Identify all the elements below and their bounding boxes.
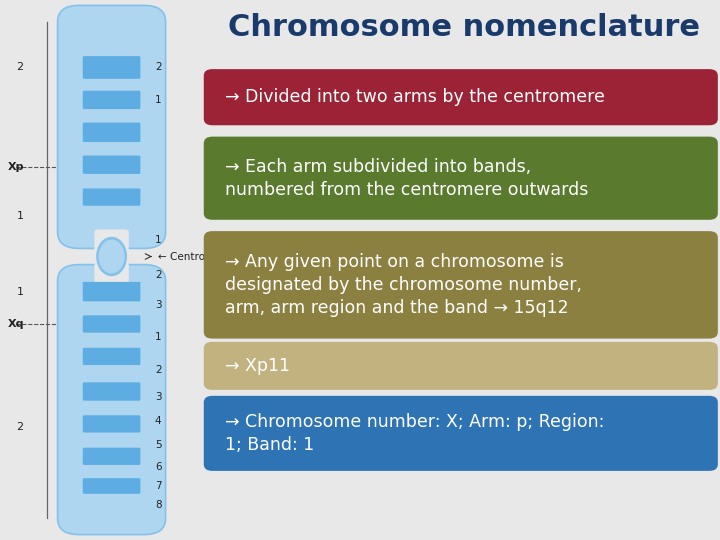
FancyBboxPatch shape (204, 342, 718, 390)
FancyBboxPatch shape (58, 265, 166, 535)
FancyBboxPatch shape (204, 137, 718, 220)
FancyBboxPatch shape (204, 231, 718, 339)
Text: 8: 8 (155, 500, 161, 510)
FancyBboxPatch shape (94, 230, 129, 251)
Text: 2: 2 (155, 63, 161, 72)
FancyBboxPatch shape (83, 282, 140, 301)
Text: 5: 5 (155, 441, 161, 450)
FancyBboxPatch shape (83, 348, 140, 365)
Text: 1: 1 (17, 211, 24, 221)
FancyBboxPatch shape (83, 382, 140, 401)
Text: Xp: Xp (8, 163, 24, 172)
FancyBboxPatch shape (83, 123, 140, 142)
FancyBboxPatch shape (204, 396, 718, 471)
FancyBboxPatch shape (204, 69, 718, 125)
FancyBboxPatch shape (58, 5, 166, 248)
FancyBboxPatch shape (83, 448, 140, 465)
Text: 4: 4 (155, 416, 161, 426)
Text: 2: 2 (155, 365, 161, 375)
Text: 2: 2 (17, 63, 24, 72)
Text: 2: 2 (155, 271, 161, 280)
Text: 3: 3 (155, 300, 161, 310)
Text: → Divided into two arms by the centromere: → Divided into two arms by the centromer… (225, 88, 606, 106)
Ellipse shape (97, 238, 126, 275)
Text: ← Centromere: ← Centromere (158, 252, 233, 261)
Text: → Any given point on a chromosome is
designated by the chromosome number,
arm, a: → Any given point on a chromosome is des… (225, 253, 582, 317)
Ellipse shape (98, 239, 125, 274)
Text: 6: 6 (155, 462, 161, 472)
FancyBboxPatch shape (83, 315, 140, 333)
Text: 1: 1 (17, 287, 24, 296)
Text: 2: 2 (17, 422, 24, 431)
FancyBboxPatch shape (94, 262, 129, 284)
Text: → Xp11: → Xp11 (225, 357, 290, 375)
FancyBboxPatch shape (83, 415, 140, 433)
FancyBboxPatch shape (83, 188, 140, 206)
FancyBboxPatch shape (83, 91, 140, 109)
Text: → Each arm subdivided into bands,
numbered from the centromere outwards: → Each arm subdivided into bands, number… (225, 158, 589, 199)
Text: 1: 1 (155, 95, 161, 105)
Text: 3: 3 (155, 392, 161, 402)
Text: 1: 1 (155, 333, 161, 342)
FancyBboxPatch shape (83, 478, 140, 494)
Text: 7: 7 (155, 481, 161, 491)
FancyBboxPatch shape (83, 56, 140, 79)
FancyBboxPatch shape (83, 156, 140, 174)
Text: Chromosome nomenclature: Chromosome nomenclature (228, 14, 701, 43)
Text: Xq: Xq (8, 319, 24, 329)
Text: 1: 1 (155, 235, 161, 245)
Text: → Chromosome number: X; Arm: p; Region:
1; Band: 1: → Chromosome number: X; Arm: p; Region: … (225, 413, 605, 454)
